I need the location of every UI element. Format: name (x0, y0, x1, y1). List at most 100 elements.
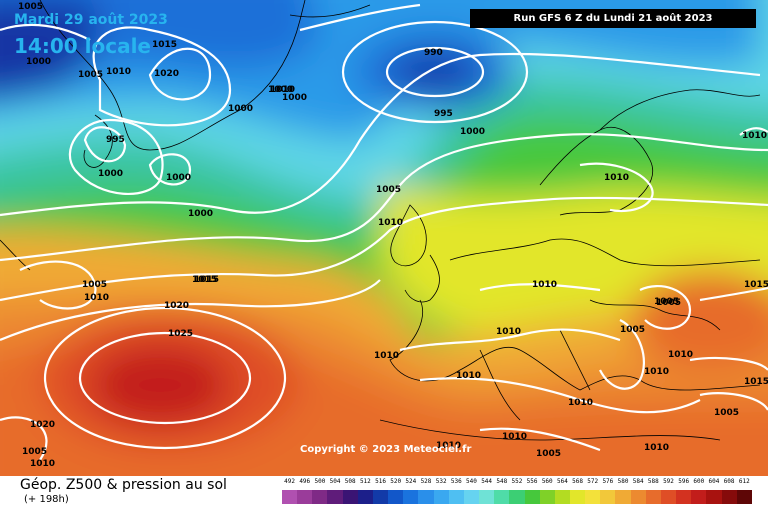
scale-label: 504 (329, 478, 341, 485)
scale-swatch (539, 490, 555, 504)
pressure-label: 1000 (268, 85, 293, 95)
pressure-label: 1010 (106, 67, 131, 77)
scale-swatch (721, 490, 737, 504)
scale-label: 612 (738, 478, 750, 485)
pressure-label: 1020 (164, 301, 189, 311)
pressure-label: 1010 (378, 218, 403, 228)
pressure-label: 1010 (270, 85, 295, 95)
run-info: Run GFS 6 Z du Lundi 21 août 2023 (470, 9, 756, 28)
pressure-label: 1020 (30, 420, 55, 430)
pressure-label: 1015 (192, 275, 217, 285)
pressure-label: 1000 (282, 93, 307, 103)
pressure-label: 1010 (668, 350, 693, 360)
scale-label: 548 (496, 478, 508, 485)
color-scale-bar (282, 490, 752, 504)
scale-swatch (585, 490, 601, 504)
pressure-label: 990 (424, 48, 443, 58)
pressure-label: 1015 (152, 40, 177, 50)
pressure-label: 1005 (620, 325, 645, 335)
pressure-label: 1005 (376, 185, 401, 195)
scale-swatch (327, 490, 343, 504)
pressure-label: 1010 (568, 398, 593, 408)
pressure-label: 1005 (22, 447, 47, 457)
coastlines (0, 0, 761, 441)
scale-label: 588 (647, 478, 659, 485)
pressure-label: 1005 (714, 408, 739, 418)
pressure-label: 1010 (644, 367, 669, 377)
pressure-label: 995 (434, 109, 453, 119)
scale-label: 580 (617, 478, 629, 485)
scale-label: 576 (602, 478, 614, 485)
scale-swatch (660, 490, 677, 504)
pressure-label: 1000 (166, 173, 191, 183)
scale-label: 524 (405, 478, 417, 485)
weather-map: 1005 1015 1000 1010 1020 1005 990 1000 1… (0, 0, 768, 476)
color-scale-labels: 492 496 500 504 508 512 516 520 524 528 532 536 540 5… (282, 478, 752, 489)
pressure-label: 1000 (228, 104, 253, 114)
pressure-label: 1000 (98, 169, 123, 179)
pressure-label: 1000 (460, 127, 485, 137)
pressure-label: 1010 (30, 459, 55, 469)
scale-label: 512 (359, 478, 371, 485)
forecast-time: 14:00 locale (14, 34, 151, 58)
scale-label: 520 (390, 478, 402, 485)
scale-swatch (706, 490, 722, 504)
scale-label: 516 (375, 478, 386, 485)
pressure-label: 1010 (742, 131, 767, 141)
pressure-label: 1010 (496, 327, 521, 337)
pressure-label: 1005 (654, 297, 679, 307)
pressure-label: 1010 (502, 432, 527, 442)
scale-swatch (524, 490, 540, 504)
pressure-label: 1010 (532, 280, 557, 290)
scale-label: 564 (556, 478, 568, 485)
pressure-label: 1005 (78, 70, 103, 80)
pressure-label: 1010 (604, 173, 629, 183)
pressure-label: 1005 (18, 2, 43, 12)
pressure-label: 1010 (374, 351, 399, 361)
scale-swatch (569, 490, 586, 504)
scale-swatch (463, 490, 480, 504)
scale-label: 604 (708, 478, 720, 485)
color-scale: 492 496 500 504 508 512 516 520 524 528 532 536 540 5… (282, 478, 752, 508)
isobars (0, 3, 768, 461)
scale-label: 540 (466, 478, 477, 485)
scale-swatch (342, 490, 358, 504)
scale-swatch (312, 490, 328, 504)
scale-swatch (403, 490, 419, 504)
scale-swatch (676, 490, 692, 504)
pressure-label: 1010 (456, 371, 481, 381)
parameter-title: Géop. Z500 & pression au sol (20, 477, 227, 493)
scale-label: 560 (541, 478, 553, 485)
scale-swatch (433, 490, 449, 504)
scale-swatch (418, 490, 434, 504)
scale-swatch (372, 490, 389, 504)
scale-label: 528 (420, 478, 432, 485)
scale-label: 496 (299, 478, 311, 485)
pressure-label: 1005 (536, 449, 561, 459)
scale-swatch (282, 490, 298, 504)
scale-swatch (691, 490, 707, 504)
pressure-label: 1010 (84, 293, 109, 303)
scale-label: 532 (435, 478, 447, 485)
scale-swatch (509, 490, 525, 504)
scale-label: 536 (450, 478, 462, 485)
pressure-label: 1015 (744, 377, 768, 387)
scale-swatch (297, 490, 313, 504)
scale-swatch (600, 490, 616, 504)
scale-label: 492 (284, 478, 295, 485)
scale-swatch (448, 490, 464, 504)
scale-label: 600 (693, 478, 705, 485)
scale-label: 572 (587, 478, 599, 485)
pressure-label: 1010 (436, 441, 461, 451)
pressure-label: 1010 (644, 443, 669, 453)
scale-label: 544 (481, 478, 493, 485)
pressure-label: 1020 (154, 69, 179, 79)
pressure-label: 1015 (744, 280, 768, 290)
scale-label: 552 (511, 478, 523, 485)
scale-swatch (494, 490, 510, 504)
scale-label: 508 (344, 478, 356, 485)
scale-swatch (736, 490, 752, 504)
pressure-label: 1015 (194, 275, 219, 285)
pressure-label: 1005 (82, 280, 107, 290)
pressure-label: 995 (106, 135, 125, 145)
